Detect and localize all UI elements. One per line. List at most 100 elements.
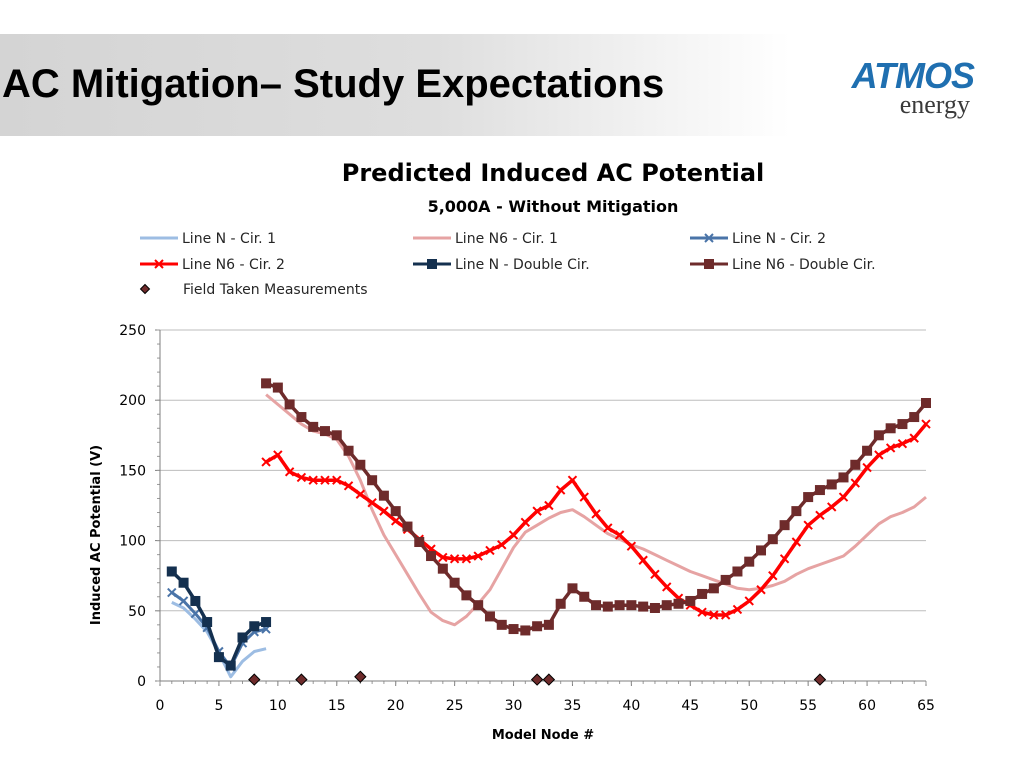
data-point xyxy=(332,475,342,485)
data-point xyxy=(438,552,448,563)
data-point xyxy=(427,259,437,269)
x-tick-label: 10 xyxy=(269,698,287,714)
x-tick-label: 35 xyxy=(564,698,582,714)
data-point xyxy=(496,619,507,630)
data-point xyxy=(838,492,849,502)
series-line-n6-cir-2 xyxy=(261,419,931,620)
data-point xyxy=(213,652,224,663)
data-point xyxy=(744,556,755,567)
x-tick-label: 5 xyxy=(214,698,223,714)
legend-item: Line N6 - Cir. 2 xyxy=(140,257,285,273)
data-point xyxy=(295,673,308,686)
y-tick-label: 50 xyxy=(128,604,146,620)
data-point xyxy=(473,551,483,561)
data-point xyxy=(638,601,649,612)
data-point xyxy=(261,378,272,389)
data-point xyxy=(178,577,189,588)
data-point xyxy=(237,632,248,643)
data-point xyxy=(273,450,283,460)
x-tick-label: 15 xyxy=(328,698,346,714)
series-line-n-cir-1 xyxy=(171,601,267,679)
slide-title: AC Mitigation– Study Expectations xyxy=(2,62,665,106)
data-point xyxy=(261,457,271,467)
title-band xyxy=(0,34,790,136)
chart-title: Predicted Induced AC Potential xyxy=(342,159,765,187)
data-point xyxy=(437,563,448,574)
data-point xyxy=(827,502,837,512)
data-point xyxy=(249,621,260,632)
x-tick-label: 30 xyxy=(505,698,523,714)
data-point xyxy=(484,611,495,622)
data-point xyxy=(662,582,672,592)
data-point xyxy=(579,591,590,602)
y-tick-label: 0 xyxy=(137,674,146,690)
data-point xyxy=(567,583,578,594)
data-point xyxy=(838,472,849,483)
series-line xyxy=(265,381,928,633)
x-tick-label: 45 xyxy=(681,698,699,714)
data-point xyxy=(638,555,648,565)
x-tick-label: 65 xyxy=(917,698,935,714)
chart-axes: 0 50 100 150 200 250 0 5 10 15 20 25 30 35 40 45 50 55 60 6… xyxy=(119,323,935,714)
data-point xyxy=(767,534,778,545)
chart-subtitle: 5,000A - Without Mitigation xyxy=(428,197,679,216)
data-point xyxy=(178,596,189,606)
series-field-taken-measurements xyxy=(248,670,827,686)
data-point xyxy=(885,443,896,453)
data-point xyxy=(862,462,872,473)
series-line xyxy=(265,422,928,617)
data-point xyxy=(614,530,625,540)
data-point xyxy=(673,598,684,609)
data-point xyxy=(626,600,637,611)
data-point xyxy=(331,430,342,441)
data-point xyxy=(190,595,201,606)
data-point xyxy=(520,517,531,528)
data-point xyxy=(355,459,366,470)
data-point xyxy=(308,475,318,485)
induced-ac-chart: Predicted Induced AC Potential 5,000A - … xyxy=(89,159,935,743)
data-point xyxy=(378,490,389,501)
chart-legend: Line N - Cir. 1 Line N6 - Cir. 1 Line N - … xyxy=(139,231,876,298)
data-point xyxy=(225,660,236,671)
data-point xyxy=(897,419,908,430)
data-point xyxy=(308,421,319,432)
data-point xyxy=(732,566,743,577)
y-tick-label: 250 xyxy=(119,323,146,339)
data-point xyxy=(704,233,714,243)
chart-plot-area xyxy=(166,378,931,686)
y-axis-label: Induced AC Potential (V) xyxy=(89,445,104,625)
data-point xyxy=(626,541,637,551)
legend-label: Field Taken Measurements xyxy=(183,282,368,298)
data-point xyxy=(591,600,602,611)
x-tick-label: 55 xyxy=(799,698,817,714)
data-point xyxy=(779,554,790,564)
data-point xyxy=(732,604,743,615)
data-point xyxy=(803,520,813,530)
data-point xyxy=(390,506,401,517)
data-point xyxy=(248,673,261,686)
data-point xyxy=(473,600,484,611)
data-point xyxy=(166,566,177,577)
series-line xyxy=(265,393,927,627)
x-tick-label: 40 xyxy=(622,698,640,714)
data-point xyxy=(813,673,827,686)
data-point xyxy=(320,475,330,485)
legend-item: Line N - Cir. 1 xyxy=(140,231,276,247)
y-tick-label: 100 xyxy=(119,534,146,550)
data-point xyxy=(704,259,714,269)
data-point xyxy=(542,673,556,686)
data-point xyxy=(508,530,519,540)
data-point xyxy=(461,590,472,601)
data-point xyxy=(921,419,931,429)
data-point xyxy=(390,516,401,526)
legend-label: Line N - Cir. 1 xyxy=(182,231,276,247)
data-point xyxy=(779,520,790,531)
data-point xyxy=(603,523,613,533)
logo-sub-text: energy xyxy=(899,90,970,119)
data-point xyxy=(296,412,307,423)
legend-label: Line N6 - Cir. 2 xyxy=(182,257,285,273)
legend-label: Line N - Cir. 2 xyxy=(732,231,826,247)
data-point xyxy=(815,510,825,521)
x-tick-label: 60 xyxy=(858,698,876,714)
data-point xyxy=(449,554,460,564)
